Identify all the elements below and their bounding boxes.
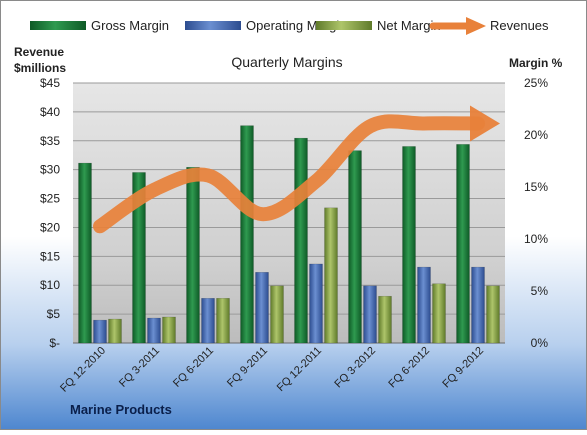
bar-operating-margin [93,319,107,344]
bar-net-margin [270,285,284,344]
legend-swatch-revenues [429,17,486,35]
right-tick-label: 25% [524,76,548,90]
revenue-line-path [93,114,485,234]
bar-operating-margin [255,272,269,344]
bar-gross-margin [456,144,470,344]
legend-label-gross-margin: Gross Margin [91,18,169,33]
footer-label: Marine Products [70,402,172,417]
legend-swatch-gross-margin [30,21,86,30]
bar-series [78,125,500,344]
left-tick-label: $40 [40,105,60,119]
right-tick-label: 5% [531,284,549,298]
left-axis-title-line2: $millions [14,61,66,75]
left-tick-label: $- [49,336,60,350]
bar-operating-margin [309,263,323,344]
left-axis-title-line1: Revenue [14,45,64,59]
left-tick-label: $35 [40,134,60,148]
bar-net-margin [324,207,338,344]
legend: Gross Margin Operating Margin Net Margin… [30,17,549,35]
bar-net-margin [216,298,230,344]
revenue-line-arrowhead [470,105,500,142]
bar-operating-margin [471,266,485,344]
bar-gross-margin [402,146,416,344]
legend-swatch-operating-margin [185,21,241,30]
right-tick-label: 10% [524,232,548,246]
bar-net-margin [432,283,446,344]
bar-gross-margin [240,125,254,344]
bar-operating-margin [363,285,377,344]
left-tick-label: $25 [40,192,60,206]
bar-operating-margin [147,317,161,344]
left-tick-label: $5 [47,307,61,321]
bar-gross-margin [294,137,308,344]
right-axis-ticks: 0% 5% 10% 15% 20% 25% [524,76,548,350]
right-tick-label: 15% [524,180,548,194]
right-tick-label: 0% [531,336,549,350]
bar-operating-margin [417,266,431,344]
bar-net-margin [378,295,392,344]
left-tick-label: $45 [40,76,60,90]
bar-gross-margin [132,172,146,344]
bar-net-margin [162,316,176,344]
left-axis-ticks: $- $5 $10 $15 $20 $25 $30 $35 $40 $45 [40,76,60,350]
bar-net-margin [108,318,122,344]
left-tick-label: $15 [40,249,60,263]
right-axis-title: Margin % [509,56,563,70]
bar-gross-margin [186,166,200,344]
left-tick-label: $10 [40,278,60,292]
chart-title: Quarterly Margins [231,54,342,70]
legend-label-net-margin: Net Margin [377,18,441,33]
revenue-line [93,105,500,234]
right-tick-label: 20% [524,128,548,142]
bar-operating-margin [201,298,215,344]
left-tick-label: $20 [40,220,60,234]
legend-swatch-net-margin [316,21,372,30]
bar-gross-margin [348,150,362,344]
bar-gross-margin [78,162,92,344]
legend-label-revenues: Revenues [490,18,549,33]
bar-net-margin [486,285,500,344]
left-tick-label: $30 [40,163,60,177]
